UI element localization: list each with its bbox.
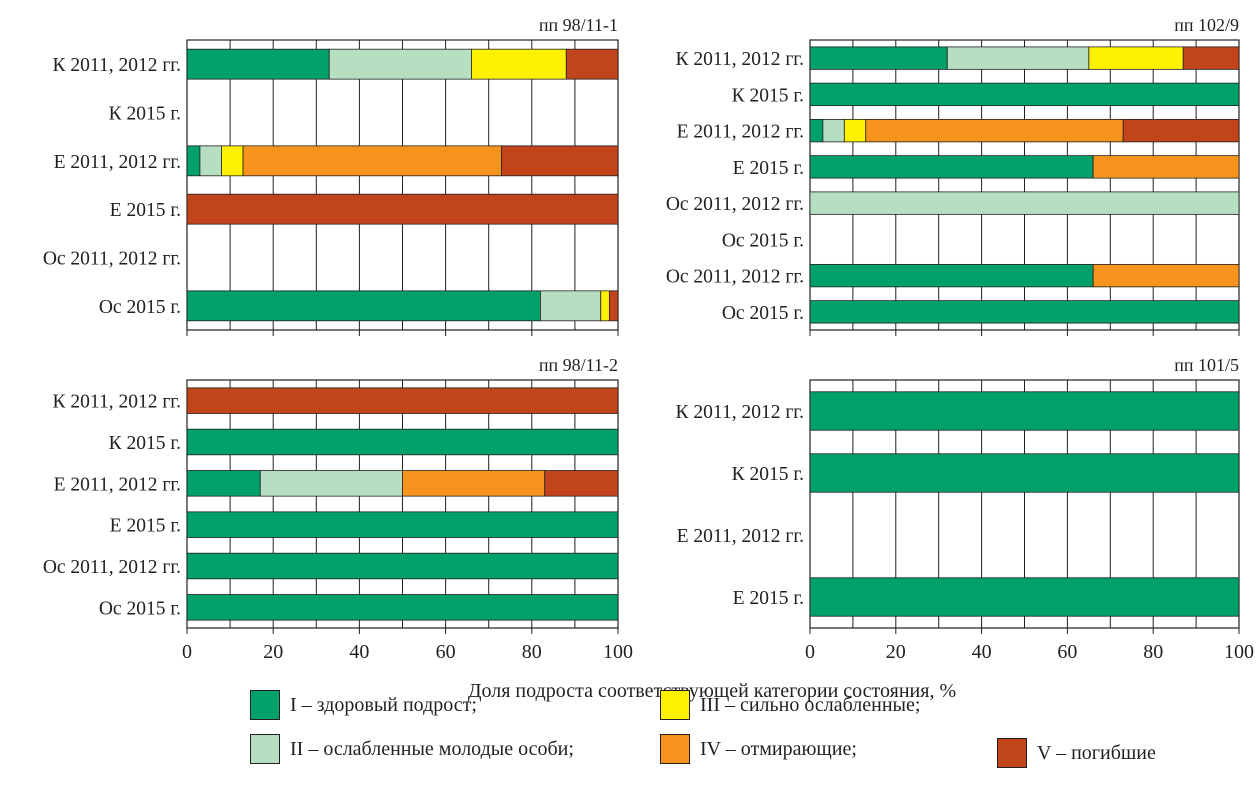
category-label: Ос 2011, 2012 гг.	[666, 194, 804, 215]
bar-segment-III	[221, 145, 244, 177]
bar-segment-I	[186, 290, 541, 322]
bar-segment-I	[809, 453, 1240, 493]
category-label: Ос 2015 г.	[722, 303, 804, 324]
bar-segment-II	[809, 191, 1240, 215]
x-tick-label: 0	[805, 641, 815, 663]
x-tick-label: 100	[1224, 641, 1254, 663]
bar-segment-II	[822, 118, 845, 143]
category-label: К 2011, 2012 гг.	[53, 55, 181, 76]
x-tick-label: 100	[603, 641, 633, 663]
bar-segment-I	[809, 155, 1094, 179]
x-tick-label: 80	[1143, 641, 1163, 663]
category-label: Ос 2015 г.	[99, 297, 181, 318]
bar-segment-I	[809, 46, 948, 70]
category-label: К 2015 г.	[109, 433, 181, 454]
panel-title-1: пп 98/11-1	[539, 15, 618, 35]
bar-segment-V	[544, 470, 619, 497]
bar-segment-I	[186, 428, 619, 456]
bar-segment-II	[199, 145, 222, 177]
category-label: К 2015 г.	[109, 104, 181, 125]
bar-segment-V	[1182, 46, 1240, 70]
bar-segment-III	[600, 290, 610, 322]
x-tick-label: 20	[886, 641, 906, 663]
x-tick-label: 40	[972, 641, 992, 663]
bar-segment-V	[186, 387, 619, 414]
bar-segment-V	[186, 193, 619, 225]
bar-segment-I	[809, 300, 1240, 324]
category-label: Ос 2011, 2012 гг.	[666, 267, 804, 288]
category-label: Е 2015 г.	[110, 516, 181, 537]
x-tick-label: 20	[263, 641, 283, 663]
bar-segment-II	[259, 470, 403, 497]
category-label: Ос 2011, 2012 гг.	[43, 557, 181, 578]
category-label: Ос 2015 г.	[99, 598, 181, 619]
bar-segment-IV	[1092, 263, 1240, 288]
bar-segment-I	[809, 391, 1240, 431]
category-label: Ос 2011, 2012 гг.	[43, 249, 181, 270]
bar-segment-I	[809, 263, 1094, 288]
bar-segment-I	[809, 577, 1240, 617]
bar-segment-I	[186, 145, 201, 177]
category-label: К 2015 г.	[732, 464, 804, 485]
x-axis-title: Доля подроста соответствующей категории …	[468, 680, 956, 702]
category-label: К 2011, 2012 гг.	[53, 392, 181, 413]
bar-segment-II	[328, 48, 472, 80]
bar-segment-I	[809, 118, 824, 143]
bar-segment-I	[809, 82, 1240, 107]
category-label: К 2015 г.	[732, 85, 804, 106]
bar-segment-V	[501, 145, 619, 177]
panel-title-4: пп 101/5	[1174, 355, 1239, 375]
category-label: К 2011, 2012 гг.	[676, 49, 804, 70]
category-label: Е 2011, 2012 гг.	[54, 474, 181, 495]
category-label: Е 2015 г.	[110, 200, 181, 221]
category-label: К 2011, 2012 гг.	[676, 402, 804, 423]
bar-segment-IV	[865, 118, 1124, 143]
category-label: Ос 2015 г.	[722, 230, 804, 251]
bar-segment-I	[186, 48, 330, 80]
bar-segment-III	[1088, 46, 1184, 70]
x-tick-label: 80	[522, 641, 542, 663]
bar-segment-I	[186, 594, 619, 621]
x-tick-label: 60	[436, 641, 456, 663]
category-label: Е 2015 г.	[733, 158, 804, 179]
x-tick-label: 0	[182, 641, 192, 663]
bar-segment-III	[471, 48, 567, 80]
bar-segment-II	[946, 46, 1090, 70]
bar-segment-V	[565, 48, 619, 80]
category-label: Е 2011, 2012 гг.	[677, 526, 804, 547]
bar-segment-I	[186, 511, 619, 538]
category-label: Е 2011, 2012 гг.	[54, 152, 181, 173]
x-tick-label: 40	[349, 641, 369, 663]
bar-segment-IV	[242, 145, 503, 177]
x-tick-label: 60	[1057, 641, 1077, 663]
bar-segment-IV	[1092, 155, 1240, 179]
bar-segment-III	[843, 118, 867, 143]
bar-segment-IV	[402, 470, 546, 497]
category-label: Е 2011, 2012 гг.	[677, 122, 804, 143]
bar-segment-V	[1122, 118, 1240, 143]
bar-segment-I	[186, 552, 619, 580]
category-label: Е 2015 г.	[733, 588, 804, 609]
panel-title-3: пп 98/11-2	[539, 355, 618, 375]
panel-title-2: пп 102/9	[1174, 15, 1239, 35]
bar-segment-V	[608, 290, 619, 322]
bar-segment-II	[540, 290, 602, 322]
bar-segment-I	[186, 470, 261, 497]
